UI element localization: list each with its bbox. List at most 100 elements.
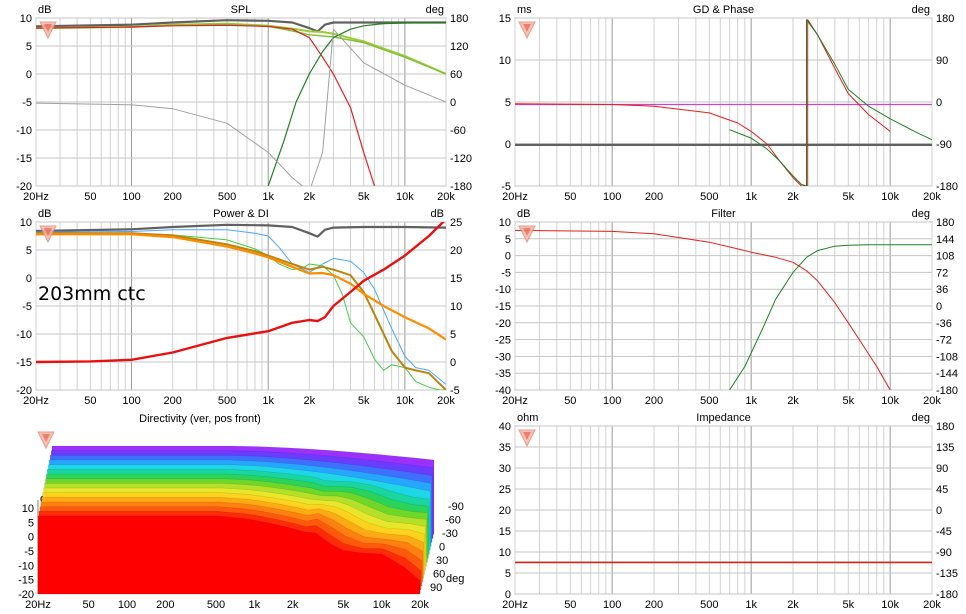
filter-y2tick-label: -180	[936, 385, 958, 397]
spl-ylabel: dB	[38, 4, 51, 16]
gd_phase-y2tick-label: -180	[936, 181, 958, 193]
impedance-ytick-label: 25	[499, 484, 511, 496]
directivity-ytick-label: 10	[22, 503, 34, 515]
impedance-y2tick-label: 180	[936, 421, 954, 433]
impedance-ytick-label: 20	[499, 505, 511, 517]
directivity-xtick-label: 10k	[373, 599, 391, 611]
power_di-y2tick-label: 5	[450, 329, 456, 341]
impedance-xtick-label: 100	[603, 599, 621, 611]
filter-xtick-label: 2k	[787, 395, 799, 407]
gd_phase-ylabel: ms	[517, 4, 532, 16]
power_di-y2tick-label: 0	[450, 357, 456, 369]
directivity-ytick-label: -5	[24, 546, 34, 558]
spl-y2tick-label: -180	[450, 181, 472, 193]
filter-panel: 1050-5-10-15-20-25-30-35-401801441087236…	[495, 208, 958, 407]
impedance-y2tick-label: -180	[936, 589, 958, 601]
filter-ytick-label: -35	[495, 368, 511, 380]
spl-y2tick-label: 60	[450, 69, 462, 81]
filter-title: Filter	[711, 208, 736, 220]
impedance-y2tick-label: -90	[936, 547, 952, 559]
power_di-ytick-label: -10	[16, 329, 32, 341]
filter-y2tick-label: -36	[936, 318, 952, 330]
directivity-xtick-label: 500	[207, 599, 225, 611]
power_di-xtick-label: 50	[84, 395, 96, 407]
power_di-y2tick-label: 10	[450, 301, 462, 313]
power_di-ytick-label: -5	[22, 301, 32, 313]
gd_phase-xtick-label: 2k	[787, 191, 799, 203]
filter-series-1	[729, 244, 932, 390]
gd_phase-xtick-label: 200	[645, 191, 663, 203]
impedance-y2tick-label: -135	[936, 568, 958, 580]
filter-ytick-label: 10	[499, 217, 511, 229]
directivity-xtick-label: 5k	[338, 599, 350, 611]
impedance-xtick-label: 1k	[745, 599, 757, 611]
power_di-xtick-label: 200	[163, 395, 181, 407]
impedance-panel: 403530252015105018013590450-45-90-135-18…	[499, 412, 958, 611]
filter-ytick-label: -15	[495, 301, 511, 313]
impedance-xtick-label: 2k	[787, 599, 799, 611]
power_di-y2tick-label: 15	[450, 273, 462, 285]
spl-series-3	[36, 24, 376, 186]
impedance-y2tick-label: 90	[936, 463, 948, 475]
spl-xtick-label: 10k	[396, 191, 414, 203]
gd_phase-xtick-label: 10k	[881, 191, 899, 203]
spl-ytick-label: 10	[20, 13, 32, 25]
spl-y2tick-label: -60	[450, 125, 466, 137]
spl-ytick-label: 0	[26, 69, 32, 81]
impedance-y2tick-label: 0	[936, 505, 942, 517]
directivity-angle-label: 0	[439, 542, 445, 554]
gd_phase-series-3	[729, 19, 932, 186]
directivity-ytick-label: -20	[18, 589, 34, 601]
gd_phase-y2tick-label: -90	[936, 139, 952, 151]
filter-xtick-label: 50	[564, 395, 576, 407]
gd_phase-y2tick-label: 180	[936, 13, 954, 25]
power_di-series-0	[36, 223, 446, 238]
spl-xtick-label: 200	[163, 191, 181, 203]
filter-y2tick-label: 144	[936, 234, 954, 246]
filter-xtick-label: 10k	[881, 395, 899, 407]
power_di-logo-mark	[44, 228, 52, 236]
directivity-ytick-label: 0	[28, 532, 34, 544]
spl-ytick-label: -20	[16, 181, 32, 193]
impedance-xtick-label: 20Hz	[502, 599, 528, 611]
gd_phase-xtick-label: 5k	[843, 191, 855, 203]
filter-ytick-label: -40	[495, 385, 511, 397]
gd_phase-logo-mark	[523, 24, 531, 32]
spl-y2tick-label: 180	[450, 13, 468, 25]
impedance-y2label: deg	[912, 412, 930, 424]
directivity-ytick-label: 5	[28, 517, 34, 529]
impedance-ytick-label: 40	[499, 421, 511, 433]
filter-y2tick-label: 180	[936, 217, 954, 229]
spl-series-0	[36, 19, 446, 33]
power_di-xtick-label: 5k	[358, 395, 370, 407]
directivity-xtick-label: 20k	[411, 599, 429, 611]
gd_phase-y2tick-label: 90	[936, 55, 948, 67]
impedance-xtick-label: 20k	[923, 599, 941, 611]
gd_phase-ytick-label: 10	[499, 55, 511, 67]
power_di-y2tick-label: 20	[450, 245, 462, 257]
spl-xtick-label: 1k	[262, 191, 274, 203]
impedance-ytick-label: 0	[505, 589, 511, 601]
power_di-ytick-label: 10	[20, 217, 32, 229]
filter-logo-mark	[523, 228, 531, 236]
impedance-xtick-label: 5k	[843, 599, 855, 611]
power_di-xtick-label: 500	[218, 395, 236, 407]
gd_phase-xtick-label: 500	[700, 191, 718, 203]
spl-xtick-label: 20Hz	[23, 191, 49, 203]
power_di-xtick-label: 1k	[262, 395, 274, 407]
directivity-angle-unit: deg	[446, 573, 464, 585]
impedance-ylabel: ohm	[517, 412, 538, 424]
power_di-y2tick-label: 25	[450, 217, 462, 229]
directivity-ytick-label: -15	[18, 575, 34, 587]
spl-logo-mark	[44, 24, 52, 32]
spl-series-5	[36, 28, 446, 186]
spl-xtick-label: 100	[122, 191, 140, 203]
filter-xtick-label: 5k	[843, 395, 855, 407]
power_di-ytick-label: -15	[16, 357, 32, 369]
impedance-y2tick-label: -45	[936, 526, 952, 538]
spl-xtick-label: 2k	[304, 191, 316, 203]
power_di-series-3	[36, 232, 446, 390]
filter-ytick-label: 5	[505, 234, 511, 246]
